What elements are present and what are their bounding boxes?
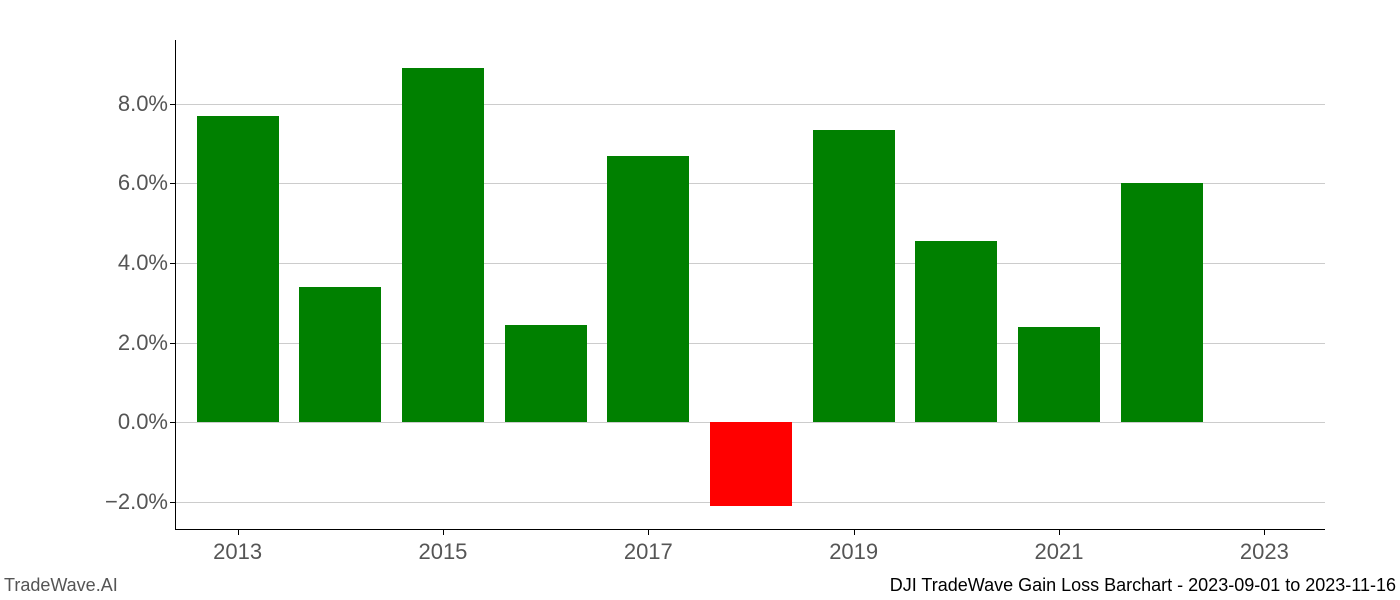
watermark-left: TradeWave.AI — [4, 575, 118, 596]
bar — [607, 156, 689, 423]
bar — [197, 116, 279, 423]
xtick-label: 2023 — [1240, 529, 1289, 565]
bar — [505, 325, 587, 423]
bar — [710, 422, 792, 506]
grid-line — [176, 104, 1325, 105]
ytick-label: 6.0% — [118, 170, 176, 196]
bar — [1018, 327, 1100, 423]
xtick-label: 2013 — [213, 529, 262, 565]
bar — [299, 287, 381, 422]
xtick-label: 2017 — [624, 529, 673, 565]
xtick-label: 2019 — [829, 529, 878, 565]
bar — [813, 130, 895, 423]
plot-area: −2.0%0.0%2.0%4.0%6.0%8.0%201320152017201… — [175, 40, 1325, 530]
ytick-label: −2.0% — [105, 489, 176, 515]
ytick-label: 8.0% — [118, 91, 176, 117]
chart-container: −2.0% 0.0% 2.0% 4.0% 6.0% 8.0% 2013 2015 2017 201… — [0, 0, 1400, 600]
bar — [1121, 183, 1203, 422]
bar — [915, 241, 997, 422]
xtick-label: 2021 — [1035, 529, 1084, 565]
caption-right: DJI TradeWave Gain Loss Barchart - 2023-… — [890, 575, 1396, 596]
bar — [402, 68, 484, 423]
ytick-label: 4.0% — [118, 250, 176, 276]
ytick-label: 0.0% — [118, 409, 176, 435]
xtick-label: 2015 — [418, 529, 467, 565]
ytick-label: 2.0% — [118, 330, 176, 356]
